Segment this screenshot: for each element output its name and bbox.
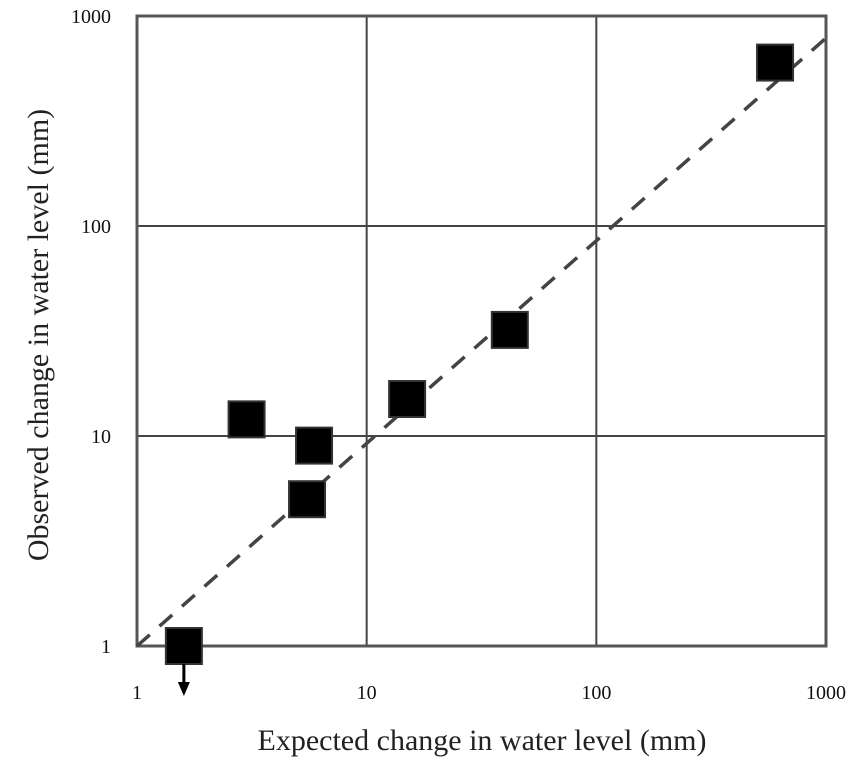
x-tick-label-1: 1	[132, 682, 142, 704]
x-tick-label-10: 10	[357, 682, 377, 704]
x-axis-label: Expected change in water level (mm)	[258, 724, 707, 757]
plot-frame	[135, 14, 828, 648]
data-point-5	[490, 310, 529, 349]
upper-limit-arrow-head	[177, 682, 190, 696]
y-axis-label: Observed change in water level (mm)	[22, 109, 55, 561]
data-point-2	[295, 426, 334, 465]
y-tick-label-10: 10	[91, 426, 111, 448]
data-point-6	[756, 43, 795, 82]
data-point-1	[227, 400, 266, 439]
y-tick-label-1: 1	[101, 636, 111, 658]
data-point-4	[388, 380, 427, 419]
x-tick-label-100: 100	[581, 682, 611, 704]
reference-line	[135, 36, 828, 648]
y-tick-labels: 1 10 100 1000	[71, 6, 111, 658]
y-tick-label-1000: 1000	[71, 6, 111, 28]
data-point-0	[164, 627, 203, 665]
grid	[137, 16, 826, 646]
y-tick-label-100: 100	[81, 216, 111, 238]
data-points	[164, 43, 795, 696]
x-tick-label-1000: 1000	[806, 682, 846, 704]
data-point-3	[288, 480, 327, 519]
x-tick-labels: 1 10 100 1000	[132, 682, 846, 704]
